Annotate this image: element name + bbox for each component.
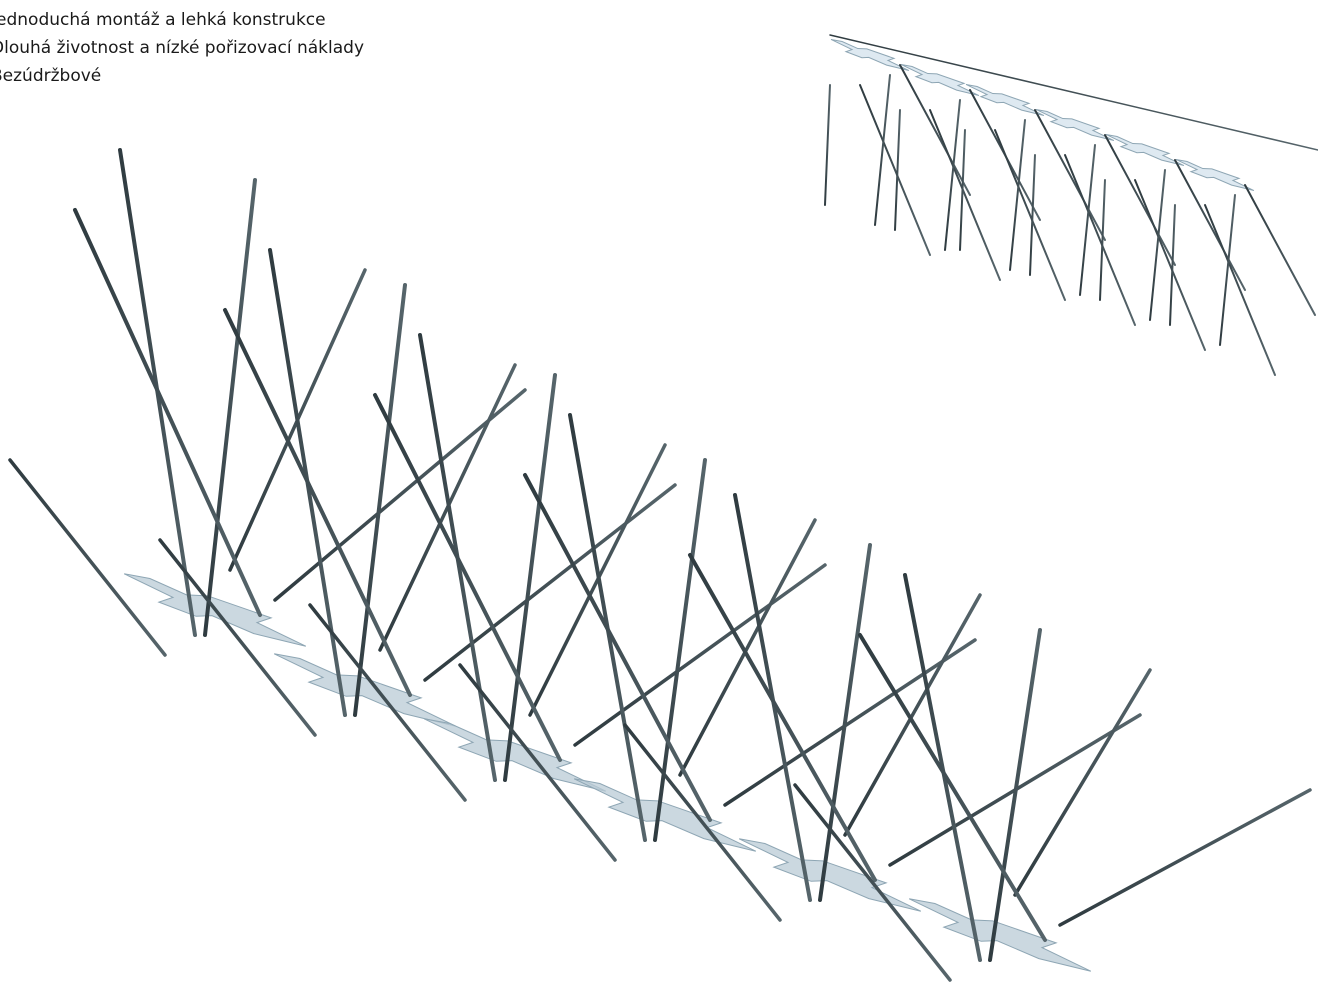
spike-rod — [308, 603, 467, 802]
feature: Bezúdržbové — [0, 66, 102, 86]
spike-rod — [1029, 154, 1036, 276]
spike-rod — [929, 109, 1001, 281]
spike-rod — [1104, 134, 1176, 266]
spike-rod — [273, 388, 527, 602]
spike-rod — [894, 109, 901, 231]
spike-rod — [678, 518, 817, 777]
spike-rod — [1058, 788, 1312, 927]
spike-rod — [824, 84, 831, 206]
feature: Dlouhá životnost a nízké pořizovací nákl… — [0, 38, 365, 58]
spike-rod — [458, 663, 617, 862]
spike-rod — [843, 593, 982, 837]
spike-rod — [688, 553, 877, 882]
spike-rod — [158, 538, 317, 737]
spike-rod — [1034, 109, 1106, 241]
spike-rod — [373, 393, 562, 762]
feature: Jednoduchá montáž a lehká konstrukce — [0, 10, 326, 30]
spike-rod — [829, 34, 1318, 151]
spike-rod — [988, 628, 1042, 962]
spike-rod — [1013, 668, 1152, 897]
spike-rod — [859, 84, 931, 256]
spike-rod — [503, 373, 557, 782]
spike-rod — [1244, 184, 1316, 316]
spike-base — [965, 83, 1045, 117]
spike-base — [1035, 108, 1115, 142]
inset-product — [824, 34, 1318, 376]
spike-rod — [899, 64, 971, 196]
spike-rod — [723, 638, 977, 807]
spike-base — [1105, 133, 1185, 167]
spike-base — [1175, 158, 1255, 192]
spike-rod — [1064, 154, 1136, 326]
spike-rod — [423, 483, 677, 682]
main-product — [8, 148, 1312, 982]
spike-rod — [223, 308, 412, 697]
feature-list: Jednoduchá montáž a lehká konstrukce Dlo… — [0, 6, 364, 90]
spike-rod — [353, 283, 407, 717]
spike-rod — [1099, 179, 1106, 301]
spike-rod — [1009, 119, 1026, 271]
spike-rod — [1149, 169, 1166, 321]
spike-rod — [203, 178, 257, 637]
spike-rod — [944, 99, 961, 251]
spike-rod — [793, 783, 952, 982]
spike-rod — [994, 129, 1066, 301]
spike-rod — [523, 473, 712, 822]
spike-rod — [8, 458, 167, 657]
spike-rod — [1174, 159, 1246, 291]
spike-rod — [1204, 204, 1276, 376]
spike-rod — [573, 563, 827, 747]
spike-rod — [623, 723, 782, 922]
spike-rod — [1079, 144, 1096, 296]
spike-rod — [653, 458, 707, 842]
spike-base — [900, 63, 980, 97]
spike-rod — [818, 543, 872, 902]
spike-rod — [959, 129, 966, 251]
spike-rod — [73, 208, 262, 617]
spike-rod — [874, 74, 891, 226]
spike-rod — [858, 633, 1047, 942]
spike-base — [830, 38, 910, 72]
spike-rod — [1219, 194, 1236, 346]
spike-rod — [1134, 179, 1206, 351]
spike-rod — [1169, 204, 1176, 326]
